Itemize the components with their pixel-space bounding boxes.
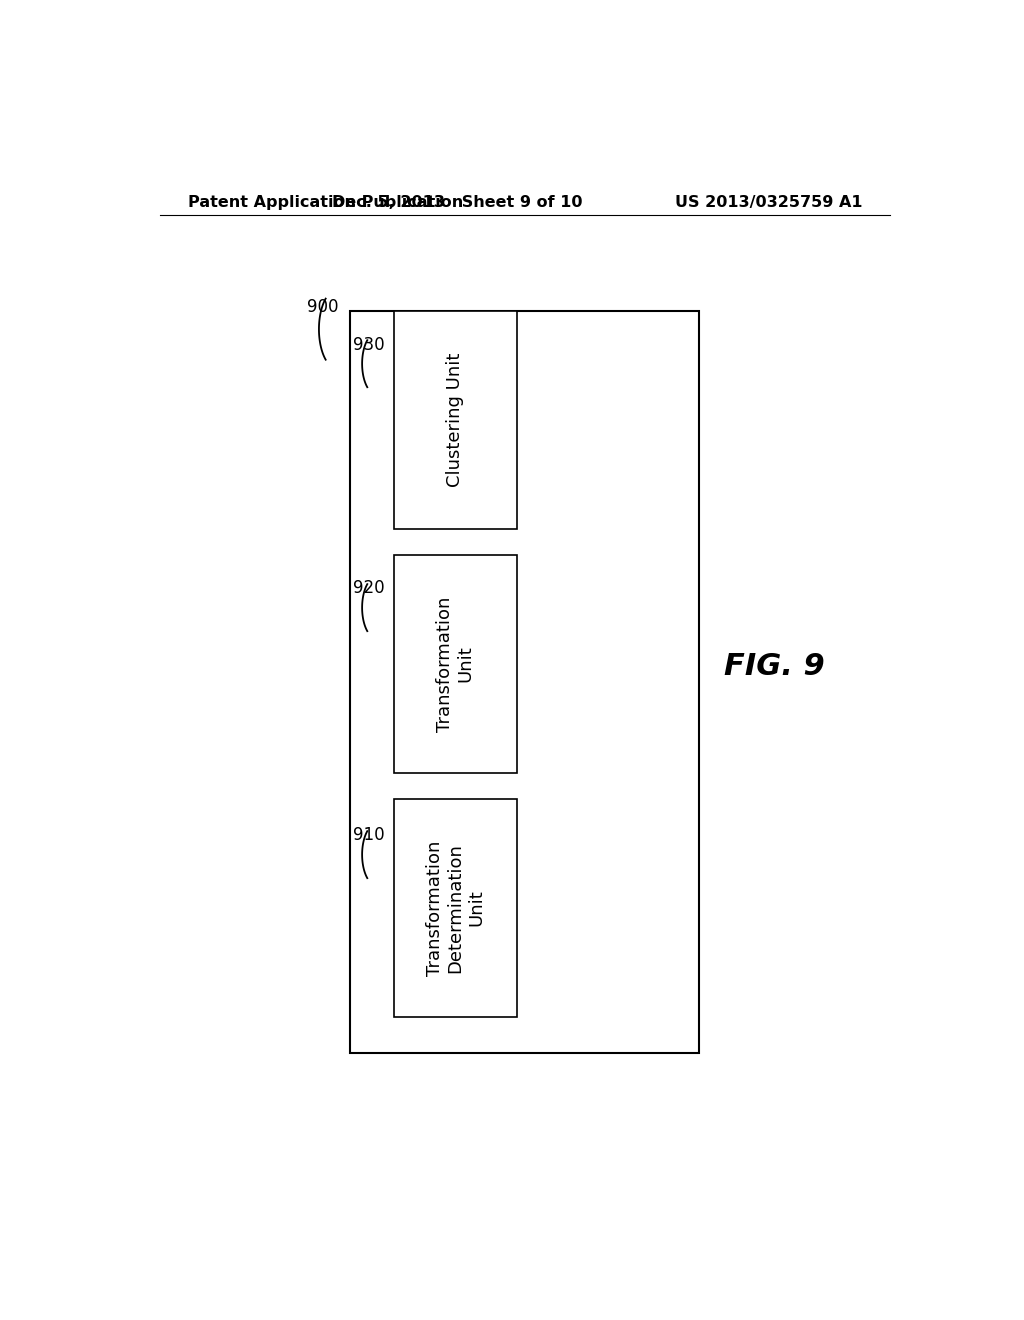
Text: 930: 930 bbox=[352, 335, 384, 354]
Text: FIG. 9: FIG. 9 bbox=[724, 652, 825, 681]
Text: 900: 900 bbox=[306, 298, 338, 315]
Text: US 2013/0325759 A1: US 2013/0325759 A1 bbox=[675, 194, 862, 210]
Bar bbox=[394, 799, 517, 1018]
Text: Clustering Unit: Clustering Unit bbox=[446, 352, 464, 487]
Bar bbox=[350, 312, 699, 1053]
Text: 920: 920 bbox=[352, 579, 384, 598]
Text: Patent Application Publication: Patent Application Publication bbox=[187, 194, 463, 210]
Text: 910: 910 bbox=[352, 826, 384, 845]
Text: Transformation
Determination
Unit: Transformation Determination Unit bbox=[426, 841, 485, 975]
Bar bbox=[394, 554, 517, 774]
Text: Transformation
Unit: Transformation Unit bbox=[436, 597, 475, 731]
Text: Dec. 5, 2013   Sheet 9 of 10: Dec. 5, 2013 Sheet 9 of 10 bbox=[332, 194, 583, 210]
Bar bbox=[394, 312, 517, 529]
